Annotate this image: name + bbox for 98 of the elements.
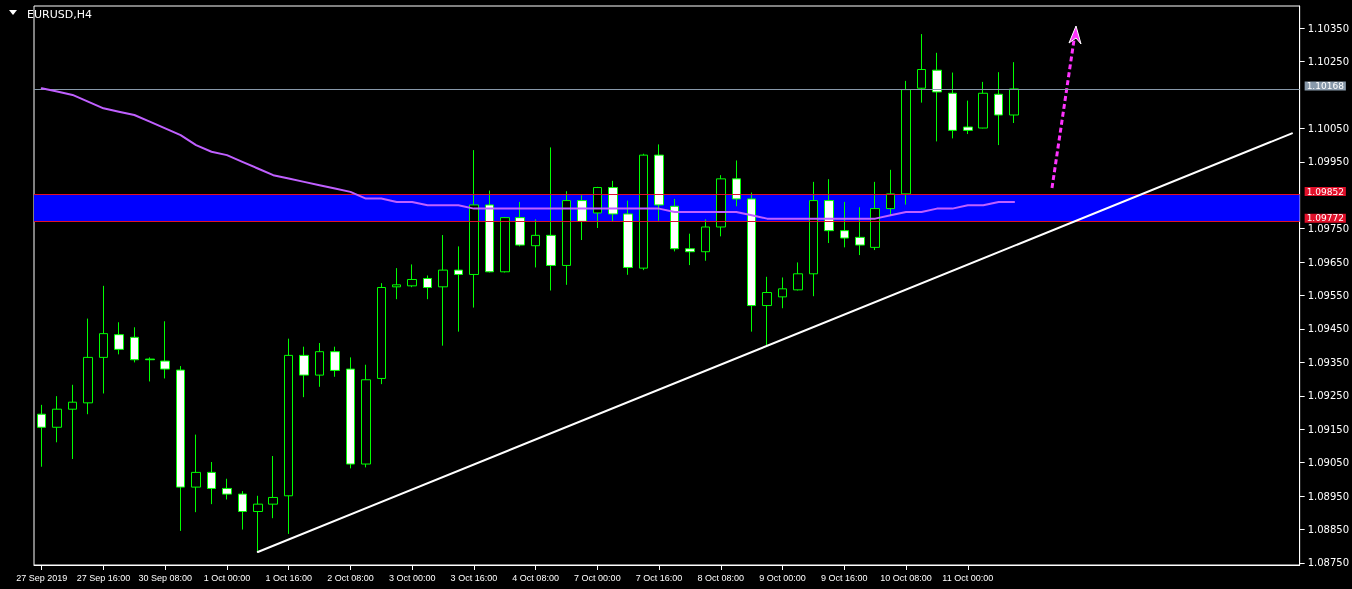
- candlestick: [253, 495, 263, 553]
- candlestick: [1009, 61, 1019, 124]
- x-tick-label: 10 Oct 08:00: [880, 572, 932, 583]
- candlestick: [145, 356, 155, 382]
- line-series: [40, 87, 1016, 220]
- y-tick-label: 1.09750: [1307, 223, 1350, 235]
- candlestick: [207, 461, 216, 505]
- candlestick: [130, 326, 139, 363]
- candlestick: [747, 192, 756, 333]
- candlestick: [176, 365, 185, 532]
- candlestick: [37, 404, 46, 468]
- y-tick-label: 1.09150: [1307, 423, 1350, 435]
- candlestick: [670, 198, 679, 252]
- candlestick: [500, 216, 510, 273]
- candlestick: [268, 455, 278, 519]
- candlestick: [917, 33, 926, 104]
- y-tick-label: 1.09350: [1307, 356, 1350, 368]
- y-tick-label: 1.09450: [1307, 323, 1350, 335]
- candlestick: [361, 364, 371, 468]
- candlestick: [963, 100, 973, 135]
- y-tick-label: 1.09050: [1307, 457, 1350, 469]
- candlestick: [948, 72, 957, 139]
- y-tick-label: 1.09950: [1307, 156, 1350, 168]
- x-tick-label: 8 Oct 08:00: [697, 572, 745, 583]
- candlestick: [901, 80, 911, 206]
- candlestick: [824, 178, 834, 244]
- candlestick: [346, 356, 355, 469]
- x-tick-label: 27 Sep 16:00: [76, 572, 131, 583]
- candlestick: [531, 218, 540, 268]
- candlestick: [392, 267, 401, 300]
- candlestick: [315, 342, 324, 388]
- x-tick-label: 1 Oct 00:00: [203, 572, 251, 583]
- candlestick: [732, 159, 741, 207]
- candlestick: [870, 181, 880, 251]
- y-tick-label: 1.09650: [1307, 256, 1350, 268]
- x-tick-label: 7 Oct 16:00: [635, 572, 683, 583]
- y-tick-label: 1.09250: [1307, 390, 1350, 402]
- y-tick-label: 1.10350: [1307, 22, 1350, 34]
- x-tick-label: 30 Sep 08:00: [138, 572, 192, 583]
- candlestick: [160, 320, 170, 379]
- candlestick: [407, 263, 417, 288]
- candlestick: [623, 200, 633, 276]
- candlestick: [793, 261, 803, 292]
- y-tick-label: 1.08950: [1307, 490, 1350, 502]
- candlestick: [716, 174, 726, 237]
- candlestick: [701, 218, 710, 262]
- x-tick-label: 27 Sep 2019: [16, 572, 68, 583]
- x-tick-label: 3 Oct 16:00: [450, 572, 498, 583]
- candlestick: [685, 233, 695, 266]
- candlestick: [562, 190, 571, 286]
- x-tick-label: 3 Oct 00:00: [388, 572, 436, 583]
- candlestick: [577, 194, 587, 241]
- candlestick: [994, 71, 1003, 146]
- candlestick: [778, 276, 787, 309]
- x-tick-label: 7 Oct 00:00: [574, 572, 621, 583]
- x-tick-label: 11 Oct 00:00: [942, 572, 994, 583]
- candlestick: [238, 490, 247, 531]
- candlestick: [99, 285, 108, 394]
- candlestick: [454, 245, 463, 333]
- candlestick: [485, 190, 494, 273]
- candlestick: [546, 146, 556, 292]
- candlestick: [377, 282, 386, 385]
- candlestick: [809, 181, 818, 297]
- candlestick: [469, 149, 479, 309]
- ref-line-label: 1.10168: [1306, 80, 1345, 91]
- y-tick-label: 1.10050: [1307, 122, 1350, 134]
- x-tick-label: 9 Oct 16:00: [821, 572, 868, 583]
- y-tick-label: 1.09550: [1307, 290, 1350, 302]
- candlestick: [68, 384, 77, 460]
- x-tick-label: 9 Oct 00:00: [759, 572, 806, 583]
- x-tick-label: 1 Oct 16:00: [265, 572, 312, 583]
- candlestick: [639, 153, 648, 271]
- candlestick: [299, 346, 309, 398]
- ref-line-label: 1.09772: [1306, 213, 1344, 224]
- candlestick: [654, 143, 664, 222]
- y-tick-label: 1.10250: [1307, 56, 1350, 67]
- x-tick-label: 2 Oct 08:00: [327, 572, 374, 583]
- candlestick: [222, 478, 232, 500]
- candlestick: [83, 318, 93, 415]
- candlestick: [114, 321, 124, 355]
- candlestick: [52, 395, 62, 443]
- candlestick: [191, 434, 201, 513]
- candlestick: [330, 346, 340, 378]
- candlestick: [423, 274, 432, 300]
- candlestick: [932, 52, 942, 142]
- candlestick: [438, 234, 448, 347]
- candlestick: [855, 206, 865, 256]
- ref-line-label: 1.09852: [1306, 186, 1344, 197]
- candlestick: [515, 201, 525, 247]
- candlestick: [886, 169, 895, 217]
- candlestick: [284, 338, 293, 535]
- candlestick: [762, 276, 772, 346]
- candlestick: [840, 201, 849, 248]
- x-tick-label: 4 Oct 08:00: [512, 572, 559, 583]
- y-tick-label: 1.08750: [1307, 557, 1350, 569]
- candlestick: [978, 81, 988, 129]
- chart-title: EURUSD,H4: [27, 8, 92, 21]
- y-tick-label: 1.08850: [1307, 524, 1350, 536]
